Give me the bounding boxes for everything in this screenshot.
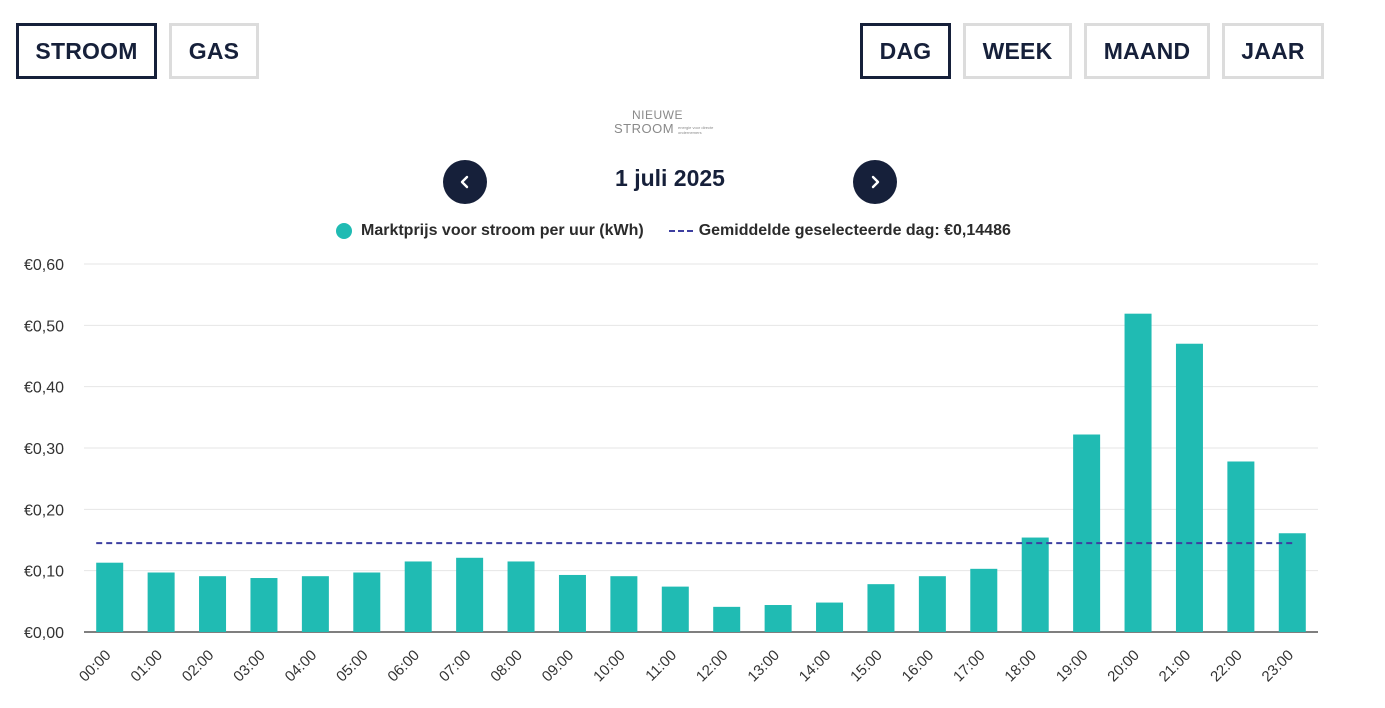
previous-day-button[interactable] bbox=[443, 160, 487, 204]
bar bbox=[1175, 343, 1203, 632]
x-tick-label: 10:00 bbox=[590, 647, 629, 686]
bar bbox=[404, 561, 432, 632]
x-tick-label: 08:00 bbox=[487, 647, 526, 686]
bar bbox=[970, 568, 998, 632]
x-tick-label: 00:00 bbox=[76, 647, 115, 686]
bar bbox=[918, 576, 946, 632]
bar bbox=[713, 606, 741, 632]
y-tick-label: €0,60 bbox=[24, 257, 64, 274]
bar bbox=[456, 557, 484, 632]
bar bbox=[199, 576, 227, 632]
chevron-right-icon bbox=[871, 175, 880, 189]
x-tick-label: 09:00 bbox=[539, 647, 578, 686]
bar bbox=[1021, 537, 1049, 632]
x-tick-label: 13:00 bbox=[744, 647, 783, 686]
logo-tagline: energie voor directe ondernemers bbox=[678, 125, 714, 135]
x-tick-label: 23:00 bbox=[1259, 647, 1298, 686]
bar bbox=[867, 584, 895, 632]
x-tick-label: 02:00 bbox=[179, 647, 218, 686]
x-tick-label: 12:00 bbox=[693, 647, 732, 686]
x-tick-label: 11:00 bbox=[642, 647, 680, 685]
x-tick-label: 19:00 bbox=[1053, 647, 1092, 686]
bar bbox=[353, 572, 381, 632]
legend-series-label: Marktprijs voor stroom per uur (kWh) bbox=[361, 222, 644, 239]
bar bbox=[96, 562, 124, 632]
bar bbox=[1227, 461, 1255, 632]
nieuwe-stroom-logo: NIEUWE STROOM energie voor directe onder… bbox=[614, 108, 734, 140]
next-day-button[interactable] bbox=[853, 160, 897, 204]
legend-average-dash bbox=[668, 230, 693, 232]
bar bbox=[816, 602, 844, 632]
logo-line1: NIEUWE bbox=[632, 108, 683, 122]
tab-maand[interactable]: MAAND bbox=[1084, 23, 1210, 79]
y-tick-label: €0,50 bbox=[24, 318, 64, 335]
x-tick-label: 15:00 bbox=[847, 647, 886, 686]
bar bbox=[1073, 434, 1101, 632]
bar bbox=[1278, 533, 1306, 632]
chevron-left-icon bbox=[460, 175, 469, 189]
x-tick-label: 16:00 bbox=[899, 647, 938, 686]
bar bbox=[610, 576, 638, 632]
y-tick-label: €0,00 bbox=[24, 625, 64, 642]
y-tick-label: €0,30 bbox=[24, 441, 64, 458]
tab-jaar[interactable]: JAAR bbox=[1222, 23, 1324, 79]
x-tick-label: 04:00 bbox=[282, 647, 321, 686]
tab-week[interactable]: WEEK bbox=[963, 23, 1072, 79]
bar bbox=[250, 578, 278, 632]
x-tick-label: 20:00 bbox=[1104, 647, 1143, 686]
x-tick-label: 06:00 bbox=[384, 647, 423, 686]
bar bbox=[301, 576, 329, 632]
x-tick-label: 17:00 bbox=[950, 647, 989, 686]
logo-line2: STROOM bbox=[614, 121, 675, 136]
tab-dag[interactable]: DAG bbox=[860, 23, 951, 79]
x-tick-label: 05:00 bbox=[333, 647, 372, 686]
bar bbox=[764, 605, 792, 632]
tab-gas[interactable]: GAS bbox=[169, 23, 259, 79]
y-tick-label: €0,20 bbox=[24, 502, 64, 519]
x-tick-label: 14:00 bbox=[796, 647, 835, 686]
tab-stroom[interactable]: STROOM bbox=[16, 23, 157, 79]
x-tick-label: 03:00 bbox=[230, 647, 269, 686]
y-tick-label: €0,40 bbox=[24, 380, 64, 397]
bar bbox=[661, 586, 689, 632]
bar bbox=[1124, 313, 1152, 632]
x-tick-label: 01:00 bbox=[127, 647, 166, 686]
x-tick-label: 07:00 bbox=[436, 647, 475, 686]
selected-date-title: 1 juli 2025 bbox=[615, 165, 725, 191]
legend-average-label: Gemiddelde geselecteerde dag: €0,14486 bbox=[698, 222, 1011, 239]
x-tick-label: 18:00 bbox=[1001, 647, 1040, 686]
y-tick-label: €0,10 bbox=[24, 564, 64, 581]
bar bbox=[507, 561, 535, 632]
bar bbox=[147, 572, 175, 632]
x-tick-label: 21:00 bbox=[1156, 647, 1195, 686]
chart-legend: Marktprijs voor stroom per uur (kWh) Gem… bbox=[336, 222, 1011, 240]
x-tick-label: 22:00 bbox=[1207, 647, 1246, 686]
bar bbox=[558, 574, 586, 632]
legend-series-dot bbox=[336, 223, 352, 239]
